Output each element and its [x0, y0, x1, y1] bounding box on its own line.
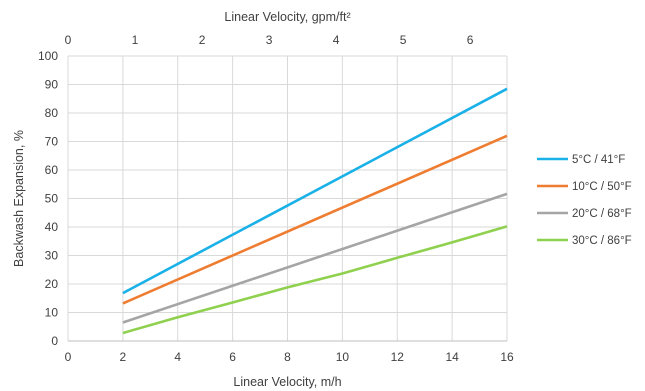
y-tick-label: 40 — [45, 220, 59, 234]
x2-tick-label: 4 — [333, 33, 340, 47]
legend-label: 30°C / 86°F — [572, 235, 632, 247]
x-tick-label: 2 — [120, 350, 127, 364]
series-line-1 — [122, 87, 508, 295]
x-tick-label: 4 — [174, 350, 181, 364]
y-tick-labels: 0 10 20 30 40 50 60 70 80 90 100 — [38, 49, 58, 348]
legend-label: 20°C / 68°F — [572, 208, 632, 220]
series-line-2 — [122, 134, 508, 305]
x2-axis-title: Linear Velocity, gpm/ft² — [224, 10, 350, 24]
y-tick-label: 50 — [45, 192, 59, 206]
y-axis-title: Backwash Expansion, % — [12, 130, 26, 267]
y-tick-label: 20 — [45, 277, 59, 291]
x2-tick-label: 1 — [132, 33, 139, 47]
x-tick-label: 14 — [445, 350, 459, 364]
y-tick-label: 100 — [38, 49, 58, 63]
y-tick-label: 10 — [45, 306, 59, 320]
y-tick-label: 80 — [45, 106, 59, 120]
y-tick-label: 60 — [45, 163, 59, 177]
legend-label: 10°C / 50°F — [572, 181, 632, 193]
x-tick-label: 16 — [500, 350, 514, 364]
legend: 5°C / 41°F 10°C / 50°F 20°C / 68°F 30°C / 8… — [537, 154, 632, 247]
x2-tick-label: 6 — [467, 33, 474, 47]
grid-lines — [67, 55, 508, 342]
x2-tick-label: 5 — [400, 33, 407, 47]
x-tick-labels: 0 2 4 6 8 10 12 14 16 — [65, 350, 514, 364]
x2-tick-labels: 0 1 2 3 4 5 6 — [65, 33, 474, 47]
x-axis-title: Linear Velocity, m/h — [233, 375, 341, 389]
x-tick-label: 10 — [336, 350, 350, 364]
x2-tick-label: 3 — [266, 33, 273, 47]
y-tick-label: 90 — [45, 78, 59, 92]
legend-label: 5°C / 41°F — [572, 154, 625, 166]
x2-tick-label: 2 — [199, 33, 206, 47]
series-lines — [122, 87, 508, 335]
y-tick-label: 70 — [45, 135, 59, 149]
x2-tick-label: 0 — [65, 33, 72, 47]
x-tick-label: 0 — [65, 350, 72, 364]
y-tick-label: 30 — [45, 249, 59, 263]
series-line-3 — [122, 192, 508, 324]
x-tick-label: 8 — [284, 350, 291, 364]
y-tick-label: 0 — [51, 334, 58, 348]
series-line-4 — [122, 225, 508, 335]
x-tick-label: 12 — [391, 350, 405, 364]
x-tick-label: 6 — [229, 350, 236, 364]
